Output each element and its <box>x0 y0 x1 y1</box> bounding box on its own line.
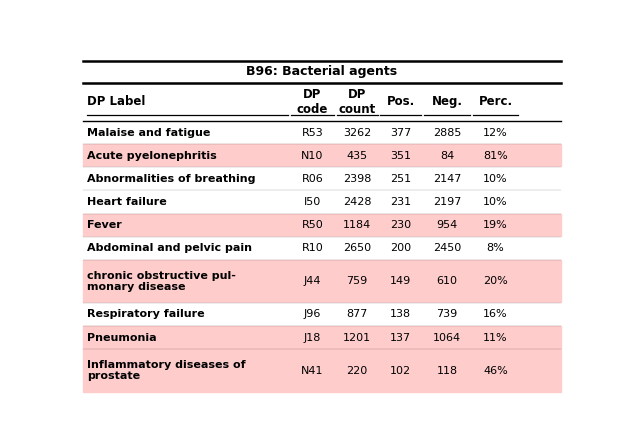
Text: Acute pyelonephritis: Acute pyelonephritis <box>88 151 217 161</box>
Text: 1184: 1184 <box>343 220 371 230</box>
Text: 8%: 8% <box>486 243 505 253</box>
Bar <box>83 60 561 82</box>
Text: 220: 220 <box>347 365 368 376</box>
Text: DP
count: DP count <box>339 88 376 116</box>
Text: 10%: 10% <box>483 197 508 207</box>
Text: 118: 118 <box>436 365 458 376</box>
Text: R06: R06 <box>302 174 323 184</box>
Bar <box>83 82 561 121</box>
Text: Fever: Fever <box>88 220 122 230</box>
Text: 759: 759 <box>347 276 368 286</box>
Bar <box>83 214 561 237</box>
Text: 435: 435 <box>347 151 367 161</box>
Bar <box>83 144 561 168</box>
Text: N41: N41 <box>301 365 324 376</box>
Text: 84: 84 <box>440 151 454 161</box>
Text: Abnormalities of breathing: Abnormalities of breathing <box>88 174 256 184</box>
Text: 230: 230 <box>391 220 411 230</box>
Bar <box>83 303 561 326</box>
Text: N10: N10 <box>301 151 324 161</box>
Text: 200: 200 <box>391 243 411 253</box>
Text: Perc.: Perc. <box>478 96 513 108</box>
Text: 351: 351 <box>391 151 411 161</box>
Text: Respiratory failure: Respiratory failure <box>88 309 205 319</box>
Text: 2197: 2197 <box>433 197 461 207</box>
Text: DP
code: DP code <box>297 88 328 116</box>
Text: 2147: 2147 <box>433 174 461 184</box>
Text: R10: R10 <box>302 243 323 253</box>
Text: 231: 231 <box>391 197 411 207</box>
Text: Pos.: Pos. <box>387 96 415 108</box>
Bar <box>83 121 561 144</box>
Text: 20%: 20% <box>483 276 508 286</box>
Text: Heart failure: Heart failure <box>88 197 167 207</box>
Text: 10%: 10% <box>483 174 508 184</box>
Text: R53: R53 <box>302 128 323 137</box>
Text: 2650: 2650 <box>343 243 371 253</box>
Text: J18: J18 <box>304 332 321 343</box>
Text: 19%: 19% <box>483 220 508 230</box>
Text: 610: 610 <box>436 276 458 286</box>
Text: 739: 739 <box>436 309 458 319</box>
Text: 377: 377 <box>390 128 411 137</box>
Text: 954: 954 <box>436 220 458 230</box>
Text: Inflammatory diseases of
prostate: Inflammatory diseases of prostate <box>88 360 246 382</box>
Text: Pneumonia: Pneumonia <box>88 332 157 343</box>
Text: 12%: 12% <box>483 128 508 137</box>
Bar <box>83 260 561 303</box>
Text: 16%: 16% <box>483 309 508 319</box>
Text: 81%: 81% <box>483 151 508 161</box>
Text: 46%: 46% <box>483 365 508 376</box>
Bar <box>83 168 561 190</box>
Text: 1064: 1064 <box>433 332 461 343</box>
Text: Malaise and fatigue: Malaise and fatigue <box>88 128 211 137</box>
Text: 2885: 2885 <box>433 128 461 137</box>
Text: 251: 251 <box>391 174 411 184</box>
Text: 149: 149 <box>390 276 411 286</box>
Text: Neg.: Neg. <box>431 96 463 108</box>
Text: chronic obstructive pul-
monary disease: chronic obstructive pul- monary disease <box>88 271 237 292</box>
Bar <box>83 326 561 349</box>
Text: 1201: 1201 <box>343 332 371 343</box>
Text: B96: Bacterial agents: B96: Bacterial agents <box>247 65 398 78</box>
Text: 137: 137 <box>391 332 411 343</box>
Text: J44: J44 <box>304 276 321 286</box>
Text: 3262: 3262 <box>343 128 371 137</box>
Text: 138: 138 <box>391 309 411 319</box>
Bar <box>83 237 561 260</box>
Bar <box>83 349 561 392</box>
Text: 877: 877 <box>347 309 368 319</box>
Text: Abdominal and pelvic pain: Abdominal and pelvic pain <box>88 243 252 253</box>
Text: J96: J96 <box>304 309 321 319</box>
Text: 2428: 2428 <box>343 197 371 207</box>
Bar <box>83 190 561 214</box>
Text: 11%: 11% <box>483 332 508 343</box>
Text: R50: R50 <box>302 220 323 230</box>
Text: 102: 102 <box>391 365 411 376</box>
Text: I50: I50 <box>304 197 321 207</box>
Text: 2398: 2398 <box>343 174 371 184</box>
Text: 2450: 2450 <box>433 243 461 253</box>
Text: DP Label: DP Label <box>88 96 146 108</box>
